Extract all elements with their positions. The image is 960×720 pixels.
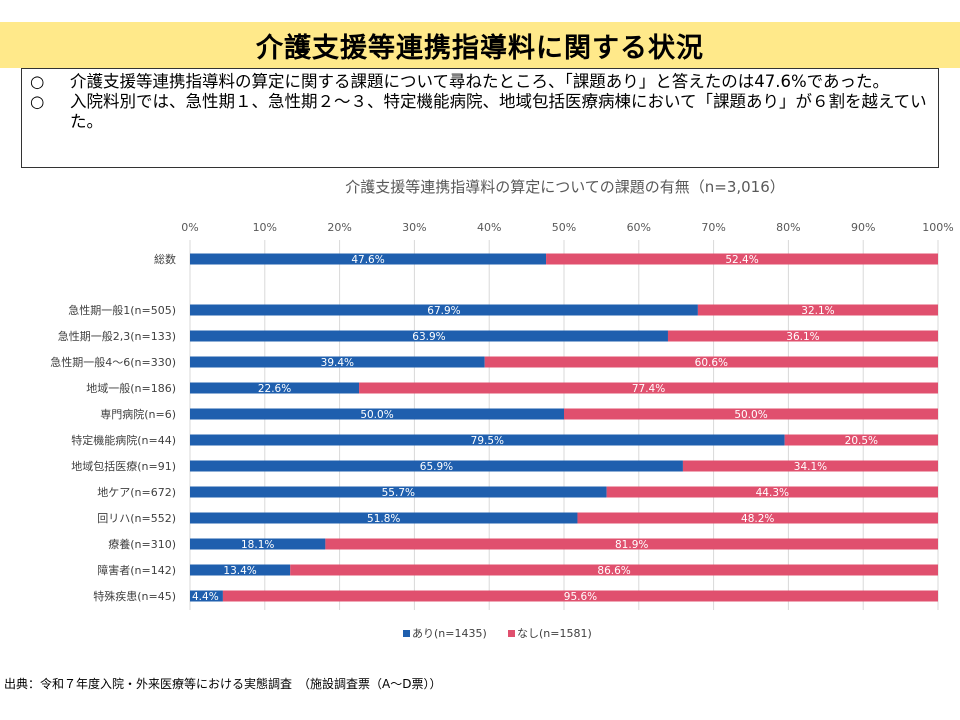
- bar-segment: [190, 330, 668, 342]
- data-label: 47.6%: [351, 254, 384, 266]
- bar-segment: [190, 460, 683, 472]
- bullet-circle-icon: ○: [30, 72, 45, 91]
- data-label: 22.6%: [258, 383, 291, 395]
- data-label: 44.3%: [756, 487, 789, 499]
- data-label: 4.4%: [192, 591, 219, 603]
- data-label: 48.2%: [741, 513, 774, 525]
- bar-segment: [564, 408, 938, 420]
- summary-text: 介護支援等連携指導料の算定に関する課題について尋ねたところ、「課題あり」と答えた…: [70, 72, 890, 91]
- legend-swatch: [508, 630, 515, 637]
- category-label: 地域包括医療(n=91): [71, 459, 176, 473]
- category-label: 障害者(n=142): [97, 563, 176, 577]
- bar-segment: [190, 382, 360, 394]
- data-label: 39.4%: [321, 357, 354, 369]
- bar-segment: [697, 304, 938, 316]
- x-tick-label: 80%: [776, 221, 800, 234]
- category-label: 回リハ(n=552): [97, 512, 176, 525]
- category-label: 急性期一般2,3(n=133): [58, 329, 176, 343]
- bar-segment: [325, 538, 938, 550]
- bar-segment: [190, 434, 785, 446]
- data-label: 52.4%: [725, 254, 758, 266]
- data-label: 32.1%: [801, 305, 834, 317]
- data-label: 34.1%: [794, 461, 827, 473]
- data-label: 18.1%: [241, 539, 274, 551]
- data-label: 60.6%: [695, 357, 728, 369]
- category-label: 地域一般(n=186): [86, 382, 176, 395]
- x-tick-label: 50%: [552, 221, 576, 234]
- bar-segment: [190, 356, 485, 368]
- data-label: 79.5%: [471, 435, 504, 447]
- bar-segment: [290, 564, 938, 576]
- bar-segment: [682, 460, 938, 472]
- data-label: 65.9%: [420, 461, 453, 473]
- data-label: 77.4%: [632, 383, 665, 395]
- bar-segment: [190, 538, 326, 550]
- category-label: 急性期一般4～6(n=330): [50, 355, 176, 369]
- data-label: 50.0%: [734, 409, 767, 421]
- bar-segment: [190, 564, 291, 576]
- x-tick-label: 100%: [922, 221, 953, 234]
- x-tick-label: 10%: [253, 221, 277, 234]
- bar-segment: [606, 486, 938, 498]
- x-tick-label: 90%: [851, 221, 875, 234]
- data-label: 20.5%: [845, 435, 878, 447]
- category-label: 急性期一般1(n=505): [68, 303, 176, 317]
- data-label: 95.6%: [564, 591, 597, 603]
- bar-segment: [784, 434, 938, 446]
- bar-segment: [190, 486, 607, 498]
- bar-segment: [667, 330, 938, 342]
- legend-label: あり(n=1435): [412, 627, 487, 640]
- x-tick-label: 40%: [477, 221, 501, 234]
- source-note: 出典：令和７年度入院・外来医療等における実態調査 （施設調査票（A～D票））: [4, 677, 442, 691]
- data-label: 50.0%: [360, 409, 393, 421]
- bar-segment: [359, 382, 939, 394]
- bar-segment: [190, 512, 578, 524]
- data-label: 55.7%: [382, 487, 415, 499]
- data-label: 36.1%: [786, 331, 819, 343]
- bullet-circle-icon: ○: [30, 92, 45, 111]
- x-tick-label: 30%: [402, 221, 426, 234]
- x-tick-label: 60%: [627, 221, 651, 234]
- bar-segment: [577, 512, 938, 524]
- x-tick-label: 0%: [181, 221, 198, 234]
- category-label: 特定機能病院(n=44): [71, 433, 176, 447]
- bar-segment: [222, 590, 939, 602]
- category-label: 療養(n=310): [108, 537, 176, 551]
- data-label: 13.4%: [223, 565, 256, 577]
- bar-segment: [190, 304, 698, 316]
- bar-segment: [190, 590, 223, 602]
- legend-label: なし(n=1581): [517, 627, 592, 640]
- bar-segment: [190, 408, 564, 420]
- category-label: 地ケア(n=672): [97, 486, 176, 499]
- chart-title: 介護支援等連携指導料の算定についての課題の有無（n=3,016）: [345, 178, 785, 196]
- x-tick-label: 20%: [327, 221, 351, 234]
- summary-text: 入院料別では、急性期１、急性期２～３、特定機能病院、地域包括医療病棟において「課…: [70, 92, 927, 131]
- data-label: 81.9%: [615, 539, 648, 551]
- bar-segment: [190, 253, 547, 265]
- data-label: 63.9%: [412, 331, 445, 343]
- data-label: 86.6%: [597, 565, 630, 577]
- data-label: 67.9%: [427, 305, 460, 317]
- category-label: 総数: [154, 252, 176, 266]
- summary-item: ○ 介護支援等連携指導料の算定に関する課題について尋ねたところ、「課題あり」と答…: [30, 72, 928, 92]
- bar-segment: [484, 356, 938, 368]
- summary-item: ○ 入院料別では、急性期１、急性期２～３、特定機能病院、地域包括医療病棟において…: [30, 92, 928, 132]
- category-label: 特殊疾患(n=45): [93, 589, 176, 603]
- x-tick-label: 70%: [701, 221, 725, 234]
- data-label: 51.8%: [367, 513, 400, 525]
- category-label: 専門病院(n=6): [100, 407, 176, 421]
- summary-box: ○ 介護支援等連携指導料の算定に関する課題について尋ねたところ、「課題あり」と答…: [21, 68, 939, 168]
- legend-swatch: [403, 630, 410, 637]
- page-title: 介護支援等連携指導料に関する状況: [0, 22, 960, 68]
- bar-segment: [546, 253, 938, 265]
